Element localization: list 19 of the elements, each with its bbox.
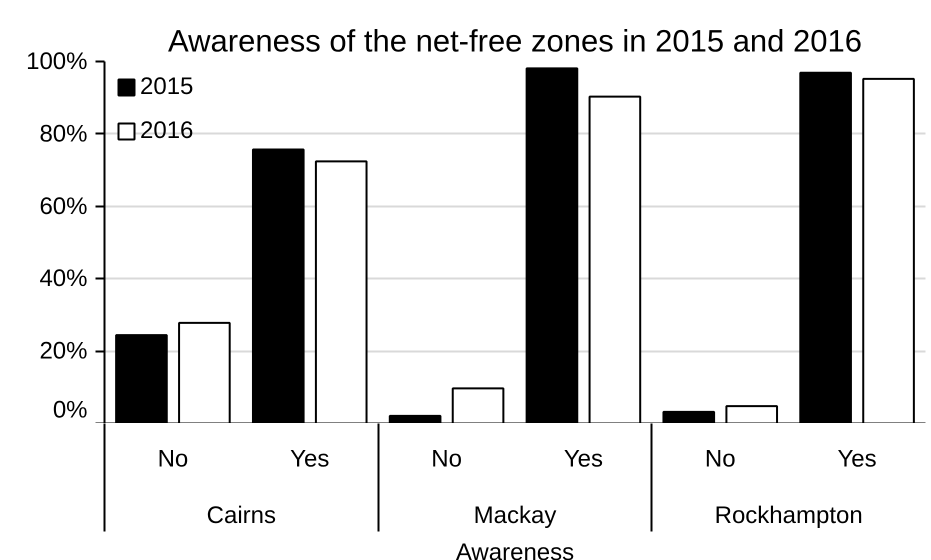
y-tick-label: 100% [26,48,88,75]
y-tick-label: 0% [52,396,88,424]
x-tick-label: Yes [564,446,603,473]
y-tick-label: 20% [39,338,88,365]
text: Rockhampton [714,502,863,529]
legend-label: 2016 [140,117,194,145]
x-tick-label: No [431,446,462,473]
text: Mackay [474,502,556,529]
x-axis-title: Awareness [456,538,574,560]
chart-title: Awareness of the net-free zones in 2015 and 2016 [168,24,862,58]
x-tick-label: Yes [290,446,330,473]
legend-label: 2015 [140,73,194,101]
y-tick-label: 80% [39,120,88,148]
x-tick-label: No [158,446,188,473]
x-tick-label: Yes [838,446,877,473]
y-tick-label: 40% [39,265,88,292]
text: Cairns [206,502,276,529]
y-tick-label: 60% [39,192,88,220]
x-tick-label: No [704,446,736,473]
